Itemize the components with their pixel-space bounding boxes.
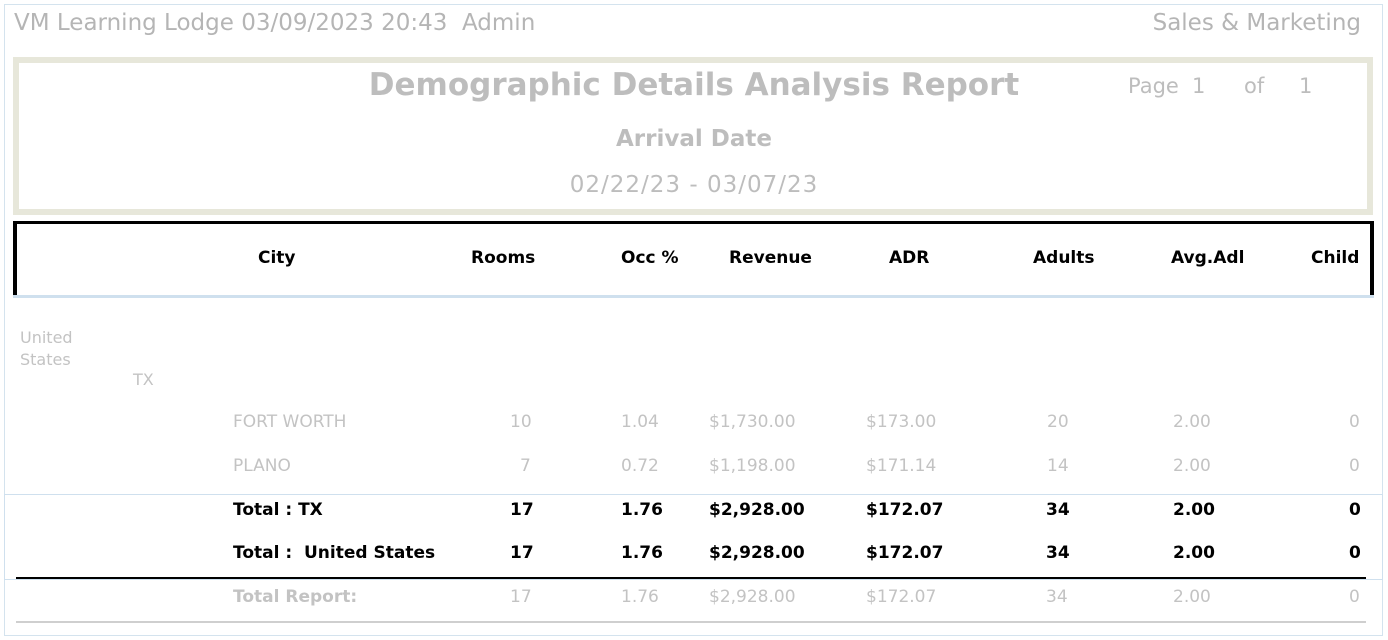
page-total: 1 [1299,74,1313,98]
row-avg-adl: 2.00 [1173,456,1211,476]
row-revenue: $1,198.00 [709,456,796,476]
grand-total-adults: 34 [1046,587,1068,607]
total-country-adr: $172.07 [866,543,944,563]
grand-total-label: Total Report: [233,587,358,607]
total-state-label: Total : TX [233,500,323,520]
report-title: Demographic Details Analysis Report [368,67,1020,103]
total-country-avg-adl: 2.00 [1173,543,1215,563]
row-occ: 0.72 [621,456,659,476]
total-country-adults: 34 [1046,543,1070,563]
col-child: Child [1311,248,1360,268]
header-property-info: VM Learning Lodge 03/09/2023 20:43 Admin [14,10,536,36]
col-adr: ADR [889,248,930,268]
page-label: Page [1128,74,1179,98]
total-state-avg-adl: 2.00 [1173,500,1215,520]
column-header-bar [13,221,1374,298]
col-adults: Adults [1033,248,1095,268]
grand-total-rooms: 17 [510,587,532,607]
col-revenue: Revenue [729,248,812,268]
grand-total-child: 0 [1349,587,1360,607]
total-country-rooms: 17 [510,543,534,563]
col-city: City [258,248,296,268]
grand-total-adr: $172.07 [866,587,937,607]
report-subtitle: Arrival Date [616,126,772,152]
row-occ: 1.04 [621,412,659,432]
page-number: 1 [1192,74,1206,98]
row-rooms: 7 [520,456,531,476]
total-state-revenue: $2,928.00 [709,500,805,520]
total-country-revenue: $2,928.00 [709,543,805,563]
row-adults: 20 [1047,412,1069,432]
grand-total-revenue: $2,928.00 [709,587,796,607]
total-state-occ: 1.76 [621,500,663,520]
total-state-rooms: 17 [510,500,534,520]
col-occ: Occ % [621,248,679,268]
row-adr: $171.14 [866,456,937,476]
column-header-underline [13,295,1374,298]
totals-box [4,494,1383,580]
row-city: PLANO [233,456,291,476]
report-date-range: 02/22/23 - 03/07/23 [569,172,819,198]
page-of-label: of [1244,74,1265,98]
row-rooms: 10 [510,412,532,432]
total-country-occ: 1.76 [621,543,663,563]
row-adr: $173.00 [866,412,937,432]
total-state-child: 0 [1349,500,1361,520]
header-department: Sales & Marketing [1152,10,1361,36]
row-city: FORT WORTH [233,412,347,432]
total-state-adr: $172.07 [866,500,944,520]
total-state-adults: 34 [1046,500,1070,520]
row-child: 0 [1349,412,1360,432]
grand-total-occ: 1.76 [621,587,659,607]
report-end-divider [16,621,1366,623]
group-country: United States [20,328,73,369]
row-revenue: $1,730.00 [709,412,796,432]
row-avg-adl: 2.00 [1173,412,1211,432]
report-frame [4,4,1383,636]
grand-total-avg-adl: 2.00 [1173,587,1211,607]
row-adults: 14 [1047,456,1069,476]
total-country-label: Total : United States [233,543,436,563]
total-divider [16,577,1366,579]
total-country-child: 0 [1349,543,1361,563]
group-state: TX [133,370,154,389]
row-child: 0 [1349,456,1360,476]
title-box [13,57,1373,215]
col-rooms: Rooms [471,248,536,268]
col-avg-adl: Avg.Adl [1171,248,1245,268]
